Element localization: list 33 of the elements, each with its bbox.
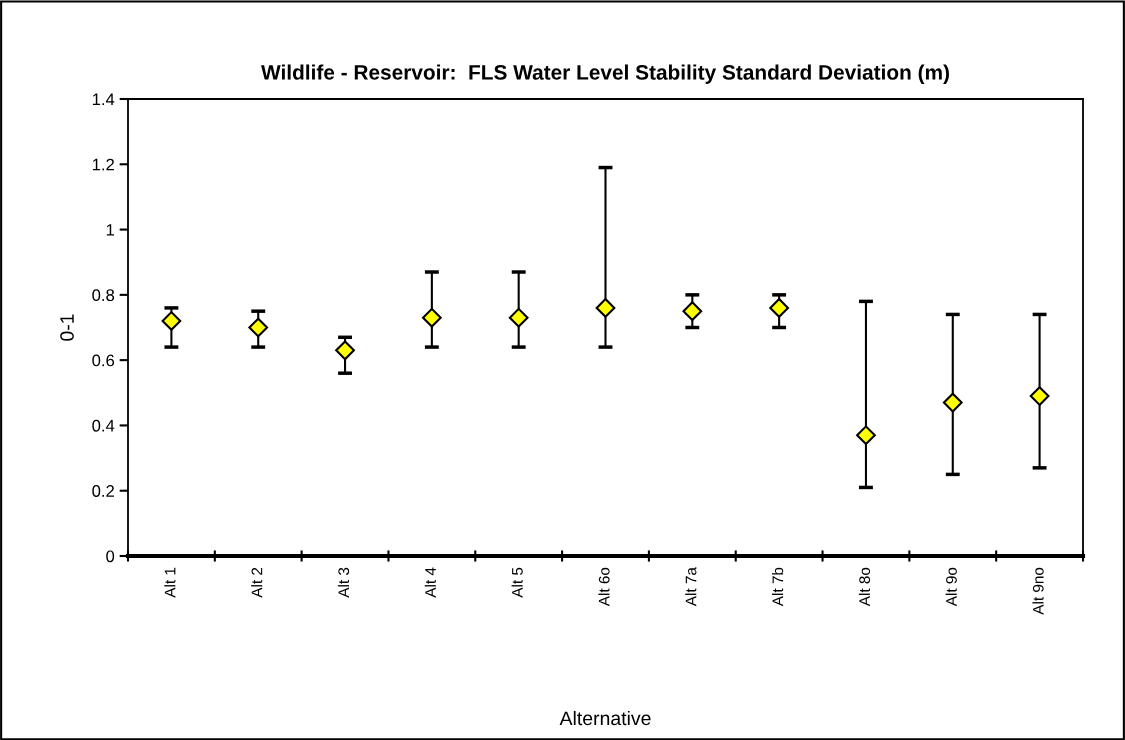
y-tick-label: 0.4: [92, 419, 115, 432]
y-tick-label: 0: [106, 550, 115, 563]
chart-title: Wildlife - Reservoir: FLS Water Level Stability Standard Deviation (m): [261, 64, 949, 84]
y-tick-label: 1.4: [92, 93, 115, 106]
x-axis-title: Alternative: [559, 710, 651, 726]
x-tick-label: Alt 6o: [598, 567, 610, 607]
point: [856, 425, 876, 446]
point: [161, 311, 182, 331]
point: [595, 298, 616, 318]
x-tick-label: Alt 4: [424, 567, 436, 598]
x-tick-label: Alt 9o: [945, 567, 957, 607]
y-tick-label: 1: [106, 224, 114, 236]
y-tick-label: 0.8: [92, 289, 115, 302]
point: [769, 298, 790, 318]
point: [682, 301, 703, 322]
y-tick-label: 1.2: [92, 158, 114, 171]
x-tick-label: Alt 5: [511, 567, 523, 598]
x-tick-label: Alt 9no: [1032, 567, 1044, 615]
y-axis-title: 0-1: [60, 314, 74, 341]
point: [421, 307, 442, 328]
point: [1029, 386, 1050, 406]
point: [335, 340, 355, 361]
x-tick-label: Alt 2: [251, 567, 263, 598]
point: [248, 317, 269, 338]
point: [508, 307, 529, 328]
x-tick-label: Alt 7b: [772, 567, 784, 607]
y-tick-label: 0.6: [92, 354, 115, 367]
x-tick-label: Alt 3: [337, 567, 350, 598]
x-tick-label: Alt 1: [164, 567, 176, 598]
x-tick-label: Alt 7a: [685, 567, 697, 607]
y-tick-label: 0.2: [92, 485, 114, 497]
x-tick-label: Alt 8o: [858, 567, 871, 607]
point: [942, 392, 963, 413]
